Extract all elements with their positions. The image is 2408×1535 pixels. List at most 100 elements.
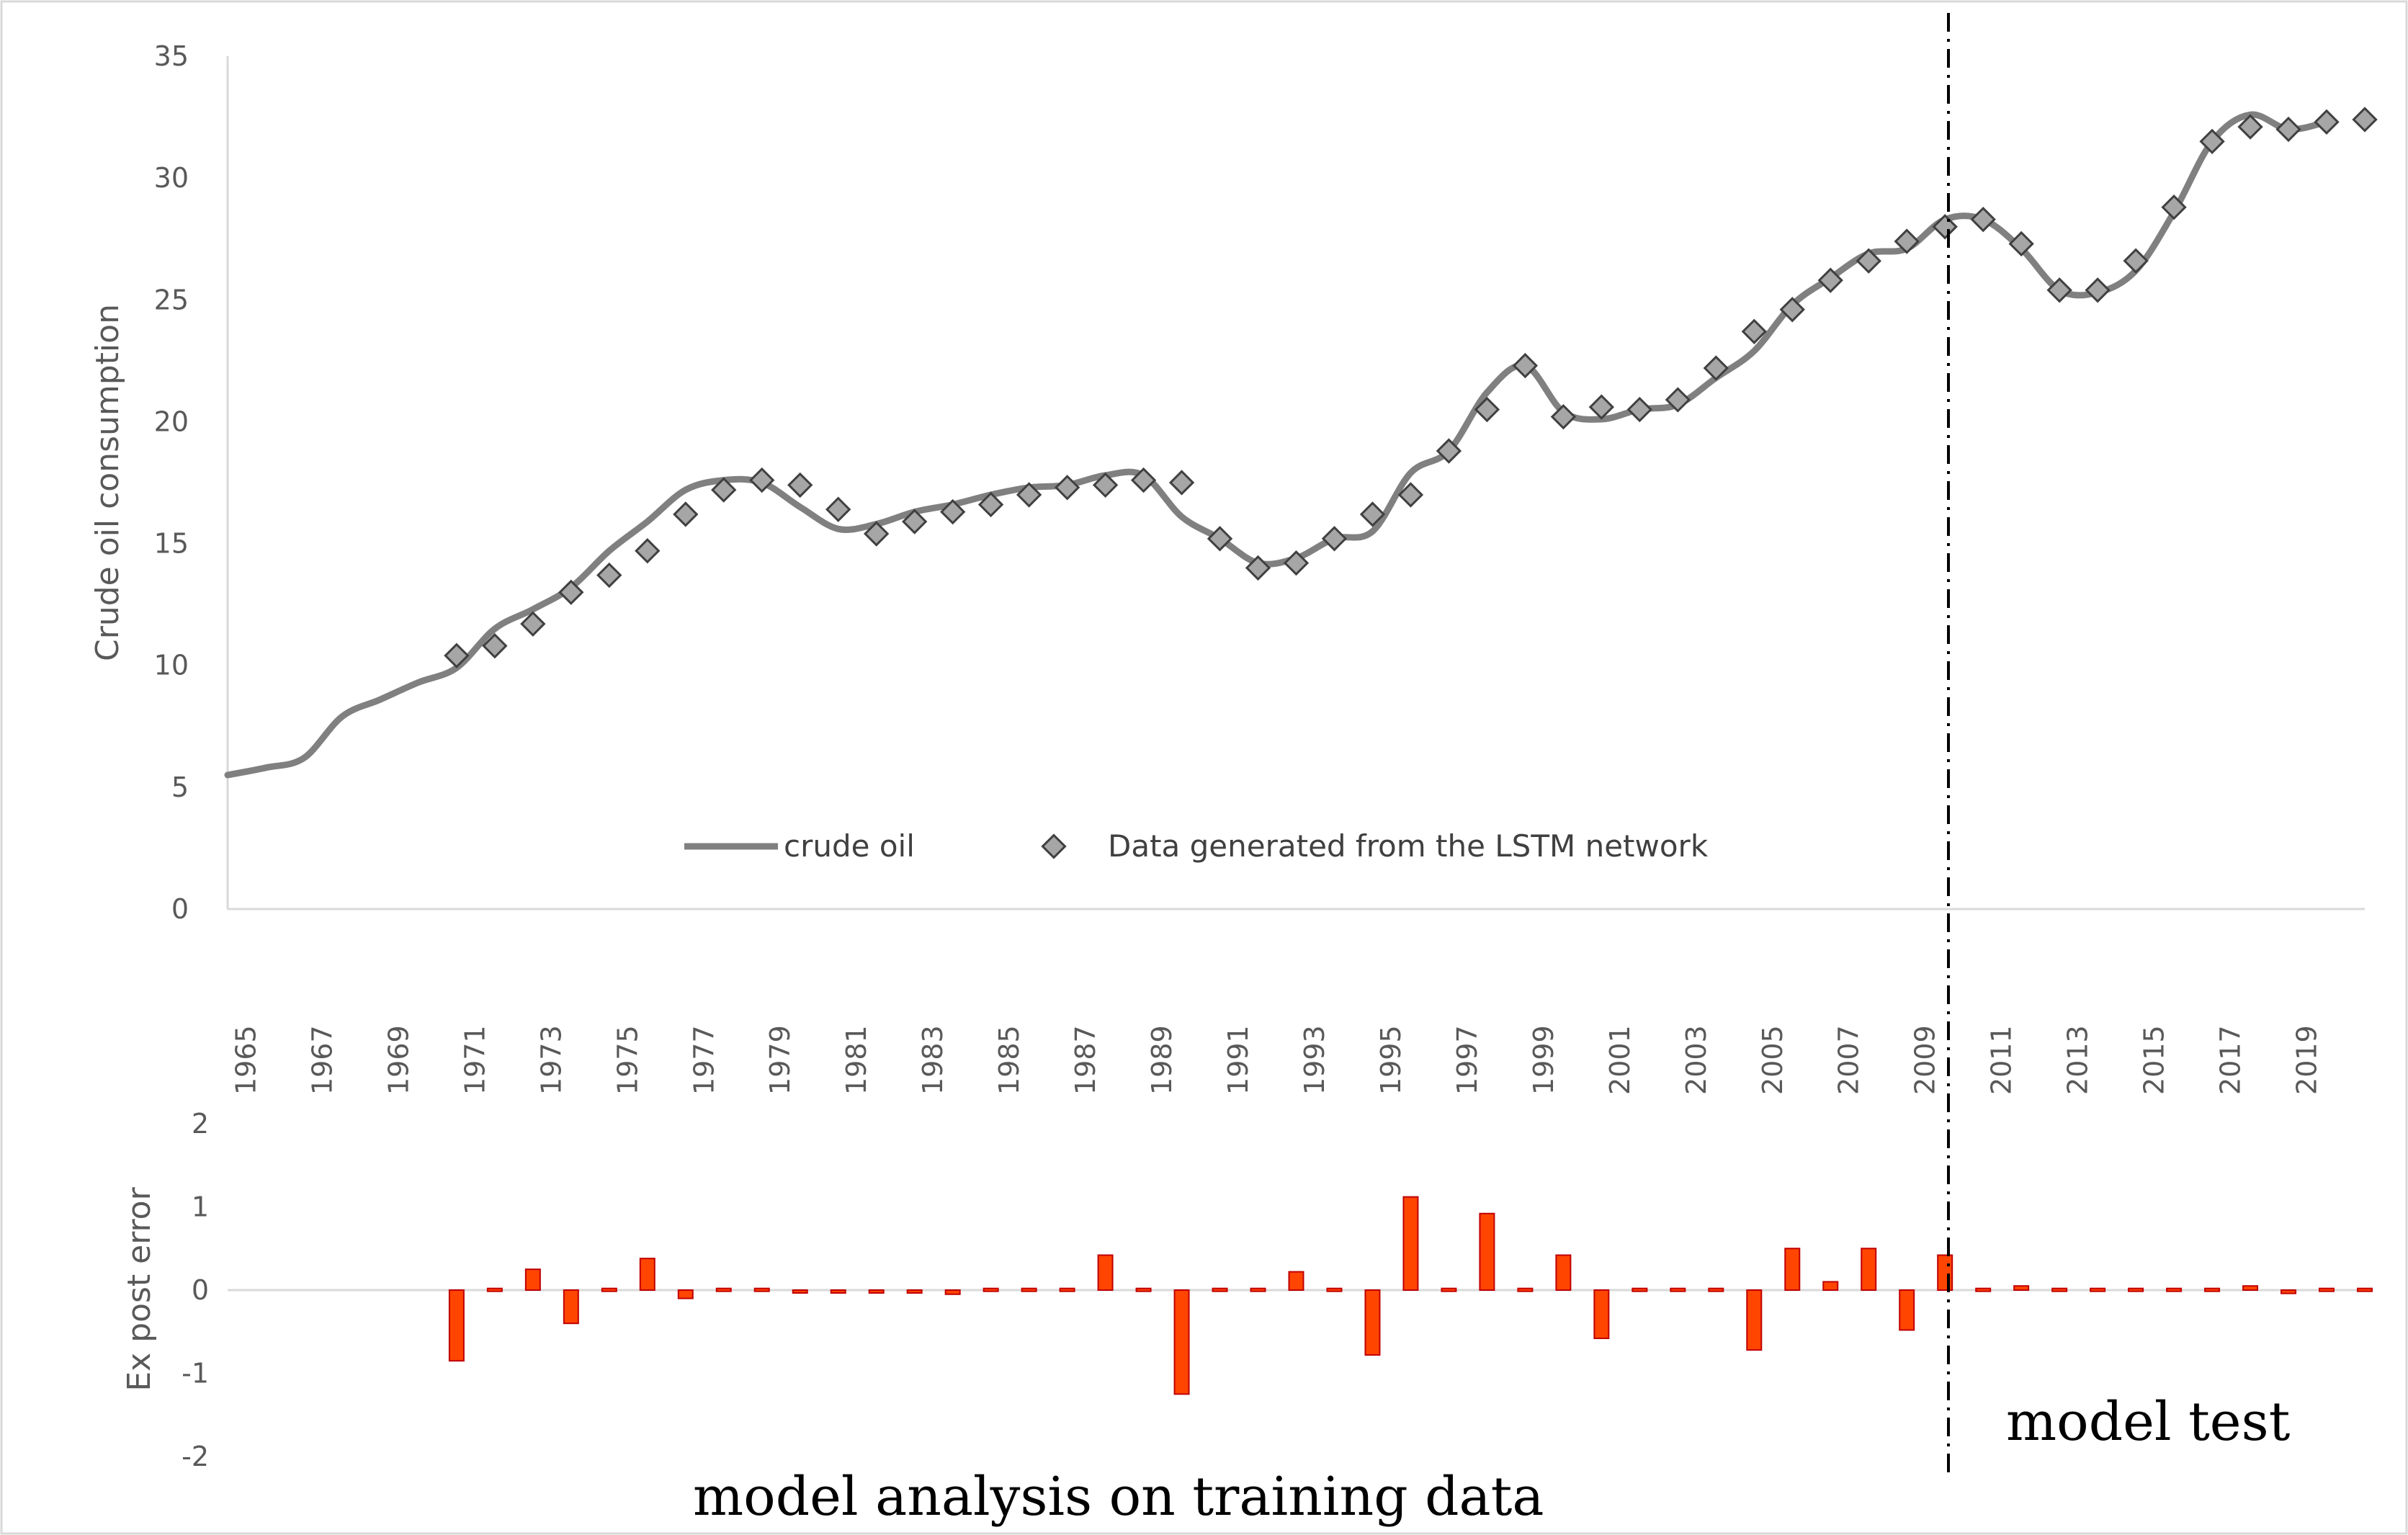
lstm-marker	[2085, 277, 2111, 303]
error-bar	[1670, 1287, 1686, 1292]
lstm-marker	[635, 538, 661, 564]
lstm-marker	[1092, 472, 1119, 498]
error-bar	[1937, 1254, 1953, 1291]
lstm-marker	[901, 509, 928, 534]
bottom-y-axis-ticks: -2 -1 0 1 2	[182, 1108, 209, 1472]
x-tick-label: 2003	[1680, 1025, 1712, 1095]
lstm-marker	[1474, 396, 1500, 423]
lstm-marker	[2199, 128, 2225, 155]
lstm-marker	[1245, 555, 1271, 581]
error-bar	[944, 1289, 961, 1295]
x-tick-label: 1983	[917, 1025, 949, 1095]
lstm-marker	[1856, 248, 1881, 274]
error-bar	[1708, 1287, 1724, 1292]
error-bar	[1822, 1281, 1839, 1291]
error-bar	[1975, 1287, 1992, 1292]
lstm-marker	[1779, 297, 1805, 323]
lstm-marker	[2046, 277, 2072, 303]
lstm-marker	[749, 467, 775, 493]
error-bar	[524, 1268, 541, 1291]
error-bar	[2281, 1289, 2297, 1294]
lstm-marker	[1665, 387, 1691, 413]
error-bar	[2204, 1287, 2221, 1292]
error-bar	[1402, 1196, 1419, 1292]
error-bar	[448, 1289, 465, 1362]
lstm-marker	[2275, 116, 2301, 143]
error-bar	[1250, 1287, 1266, 1292]
lstm-marker	[2237, 114, 2263, 140]
error-bar	[830, 1289, 846, 1294]
bottom-y-tick-label: 2	[192, 1108, 209, 1140]
x-tick-label: 1981	[841, 1025, 872, 1095]
bottom-y-axis-title: Ex post error	[121, 1186, 158, 1391]
error-bar	[1479, 1212, 1495, 1291]
lstm-marker	[1894, 228, 1920, 254]
error-bar	[2128, 1287, 2144, 1292]
lstm-marker	[977, 491, 1004, 518]
error-bars	[448, 1196, 2373, 1395]
error-bar	[677, 1289, 694, 1299]
error-bar	[1899, 1289, 1915, 1331]
top-y-tick-label: 25	[154, 284, 189, 315]
top-y-axis-ticks: 0 5 10 15 20 25 30 35	[154, 40, 189, 925]
lstm-marker	[2352, 107, 2378, 133]
error-bar	[868, 1289, 885, 1294]
lstm-marker	[2008, 231, 2034, 257]
top-y-tick-label: 30	[154, 162, 189, 194]
top-y-tick-label: 0	[171, 893, 189, 925]
error-bar	[1593, 1289, 1610, 1339]
x-tick-label: 1989	[1146, 1025, 1178, 1095]
top-y-axis-title: Crude oil consumption	[89, 304, 126, 661]
x-tick-label: 1979	[764, 1025, 796, 1095]
error-bar	[639, 1258, 655, 1291]
error-bar	[2357, 1287, 2373, 1292]
error-bar	[1097, 1254, 1114, 1291]
lstm-marker	[1130, 467, 1157, 493]
x-tick-label: 1985	[993, 1025, 1025, 1095]
x-tick-label: 1995	[1375, 1025, 1407, 1095]
x-tick-label: 1977	[688, 1025, 720, 1095]
error-bar	[1059, 1287, 1075, 1292]
x-tick-label: 2017	[2215, 1025, 2247, 1095]
x-tick-label: 1991	[1222, 1025, 1254, 1095]
x-tick-label: 1987	[1070, 1025, 1101, 1095]
training-annotation: model analysis on training data	[693, 1466, 1544, 1528]
error-bar	[1021, 1287, 1037, 1292]
lstm-marker	[1321, 526, 1348, 552]
lstm-marker	[1397, 482, 1424, 508]
x-tick-label: 2015	[2139, 1025, 2170, 1095]
lstm-marker	[1970, 206, 1996, 233]
lstm-marker	[596, 562, 622, 589]
lstm-marker	[2314, 109, 2340, 135]
bottom-y-tick-label: 1	[192, 1191, 209, 1223]
lstm-marker	[1588, 394, 1615, 420]
x-tick-label: 1999	[1528, 1025, 1559, 1095]
error-bar	[2090, 1287, 2106, 1292]
error-bar	[486, 1287, 503, 1292]
lstm-marker	[1817, 267, 1843, 293]
top-y-tick-label: 35	[154, 40, 189, 72]
error-bar	[563, 1289, 579, 1325]
lstm-marker	[1168, 470, 1195, 496]
error-bar	[2166, 1287, 2183, 1292]
x-tick-label: 1971	[459, 1025, 491, 1095]
lstm-marker	[2161, 194, 2187, 220]
x-tick-label: 1993	[1299, 1025, 1330, 1095]
x-tick-label: 2013	[2062, 1025, 2094, 1095]
legend-label-lstm: Data generated from the LSTM network	[1108, 828, 1709, 864]
error-bar	[983, 1287, 999, 1292]
lstm-marker	[444, 643, 470, 668]
bottom-y-tick-label: -1	[182, 1358, 209, 1389]
lstm-marker	[1741, 318, 1767, 344]
lstm-marker	[1932, 214, 1958, 240]
lstm-marker	[558, 579, 584, 605]
lstm-marker	[482, 632, 508, 659]
error-bar	[2319, 1287, 2335, 1292]
top-y-tick-label: 20	[154, 406, 189, 437]
error-bar	[1861, 1248, 1877, 1291]
bottom-y-tick-label: -2	[182, 1441, 209, 1472]
lstm-marker	[1207, 526, 1233, 552]
error-bar	[1632, 1287, 1648, 1292]
